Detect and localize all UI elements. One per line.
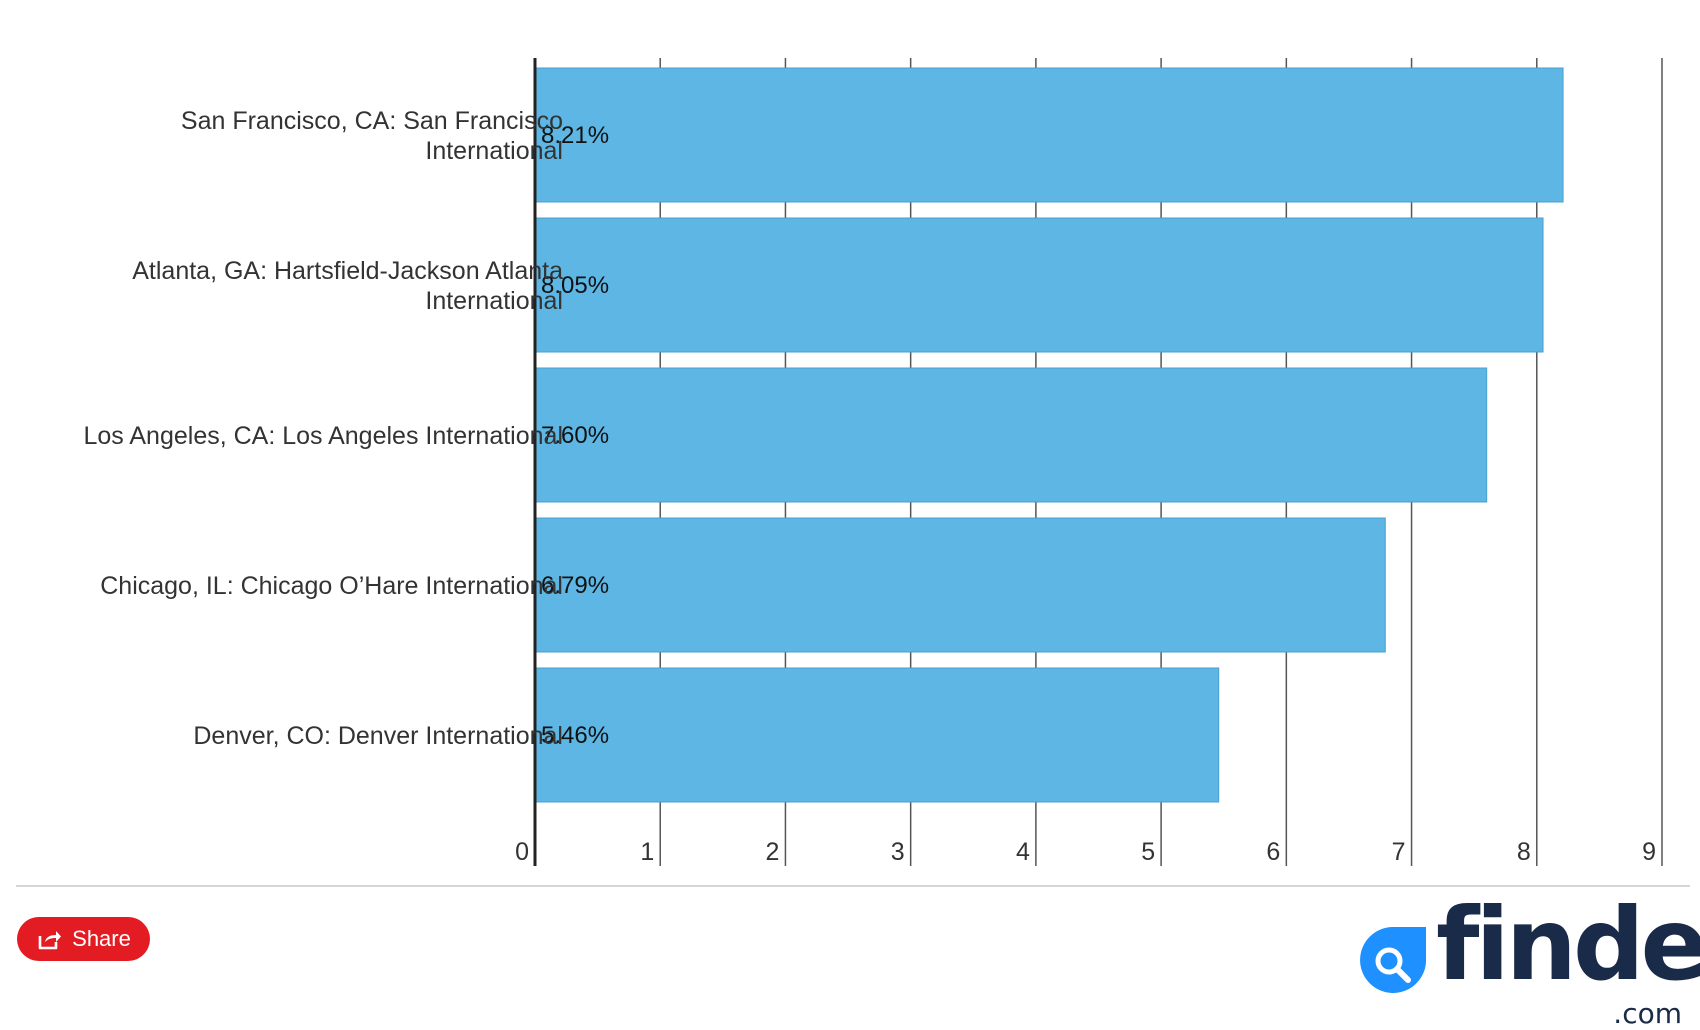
data-label: 5.46%	[541, 722, 609, 749]
category-label: Los Angeles, CA: Los Angeles Internation…	[84, 422, 564, 450]
category-label-line: International	[425, 287, 563, 315]
x-tick-label: 8	[1517, 838, 1531, 866]
category-label: Atlanta, GA: Hartsfield-Jackson Atlanta I…	[132, 257, 563, 315]
bar	[534, 217, 1544, 353]
bar	[534, 667, 1220, 803]
category-label-line: Atlanta, GA: Hartsfield-Jackson Atlanta	[132, 257, 563, 285]
x-tick-label: 7	[1392, 838, 1406, 866]
x-tick-label: 2	[766, 838, 780, 866]
x-tick-label: 3	[891, 838, 905, 866]
bar-chart: 8.21% 8.05% 7.60% 6.79% 5.46% San Francisco, …	[84, 58, 1663, 866]
footer-divider	[16, 885, 1690, 887]
category-label-line: International	[425, 137, 563, 165]
x-tick-label: 5	[1141, 838, 1155, 866]
x-tick-label: 0	[515, 838, 529, 866]
category-label-line: San Francisco, CA: San Francisco	[181, 107, 563, 135]
data-label: 7.60%	[541, 422, 609, 449]
data-label: 6.79%	[541, 572, 609, 599]
x-tick-label: 4	[1016, 838, 1030, 866]
share-icon	[36, 927, 62, 951]
category-label: Denver, CO: Denver International	[193, 722, 563, 750]
data-label: 8.21%	[541, 122, 609, 149]
bar	[534, 67, 1564, 203]
x-tick-label: 1	[640, 838, 654, 866]
bar	[534, 367, 1488, 503]
share-button[interactable]: Share	[17, 917, 150, 961]
data-label: 8.05%	[541, 272, 609, 299]
x-tick-label: 6	[1266, 838, 1280, 866]
logo-suffix: .com	[1613, 997, 1682, 1030]
logo-wordmark: finder	[1436, 886, 1700, 1003]
category-label: San Francisco, CA: San Francisco Internat…	[181, 107, 563, 165]
share-label: Share	[72, 926, 131, 951]
bar	[534, 517, 1386, 653]
category-label: Chicago, IL: Chicago O’Hare Internationa…	[100, 572, 563, 600]
finder-logo: finder .com	[1358, 895, 1700, 1030]
x-tick-label: 9	[1642, 838, 1656, 866]
magnifier-icon	[1358, 925, 1428, 997]
